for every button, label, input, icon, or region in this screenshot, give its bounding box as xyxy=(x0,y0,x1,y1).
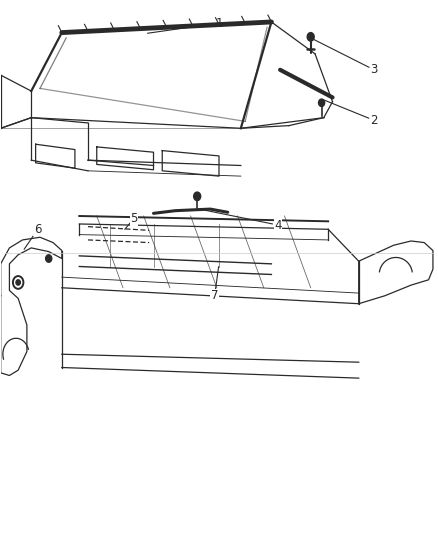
Circle shape xyxy=(307,33,314,41)
Text: 6: 6 xyxy=(34,223,42,236)
Text: 2: 2 xyxy=(370,114,378,127)
Circle shape xyxy=(318,99,325,107)
Text: 3: 3 xyxy=(370,63,378,76)
Circle shape xyxy=(46,255,52,262)
Circle shape xyxy=(16,280,20,285)
Circle shape xyxy=(194,192,201,200)
Text: 1: 1 xyxy=(215,17,223,29)
Text: 4: 4 xyxy=(274,219,282,231)
Text: 5: 5 xyxy=(130,212,138,225)
Text: 7: 7 xyxy=(211,289,219,302)
